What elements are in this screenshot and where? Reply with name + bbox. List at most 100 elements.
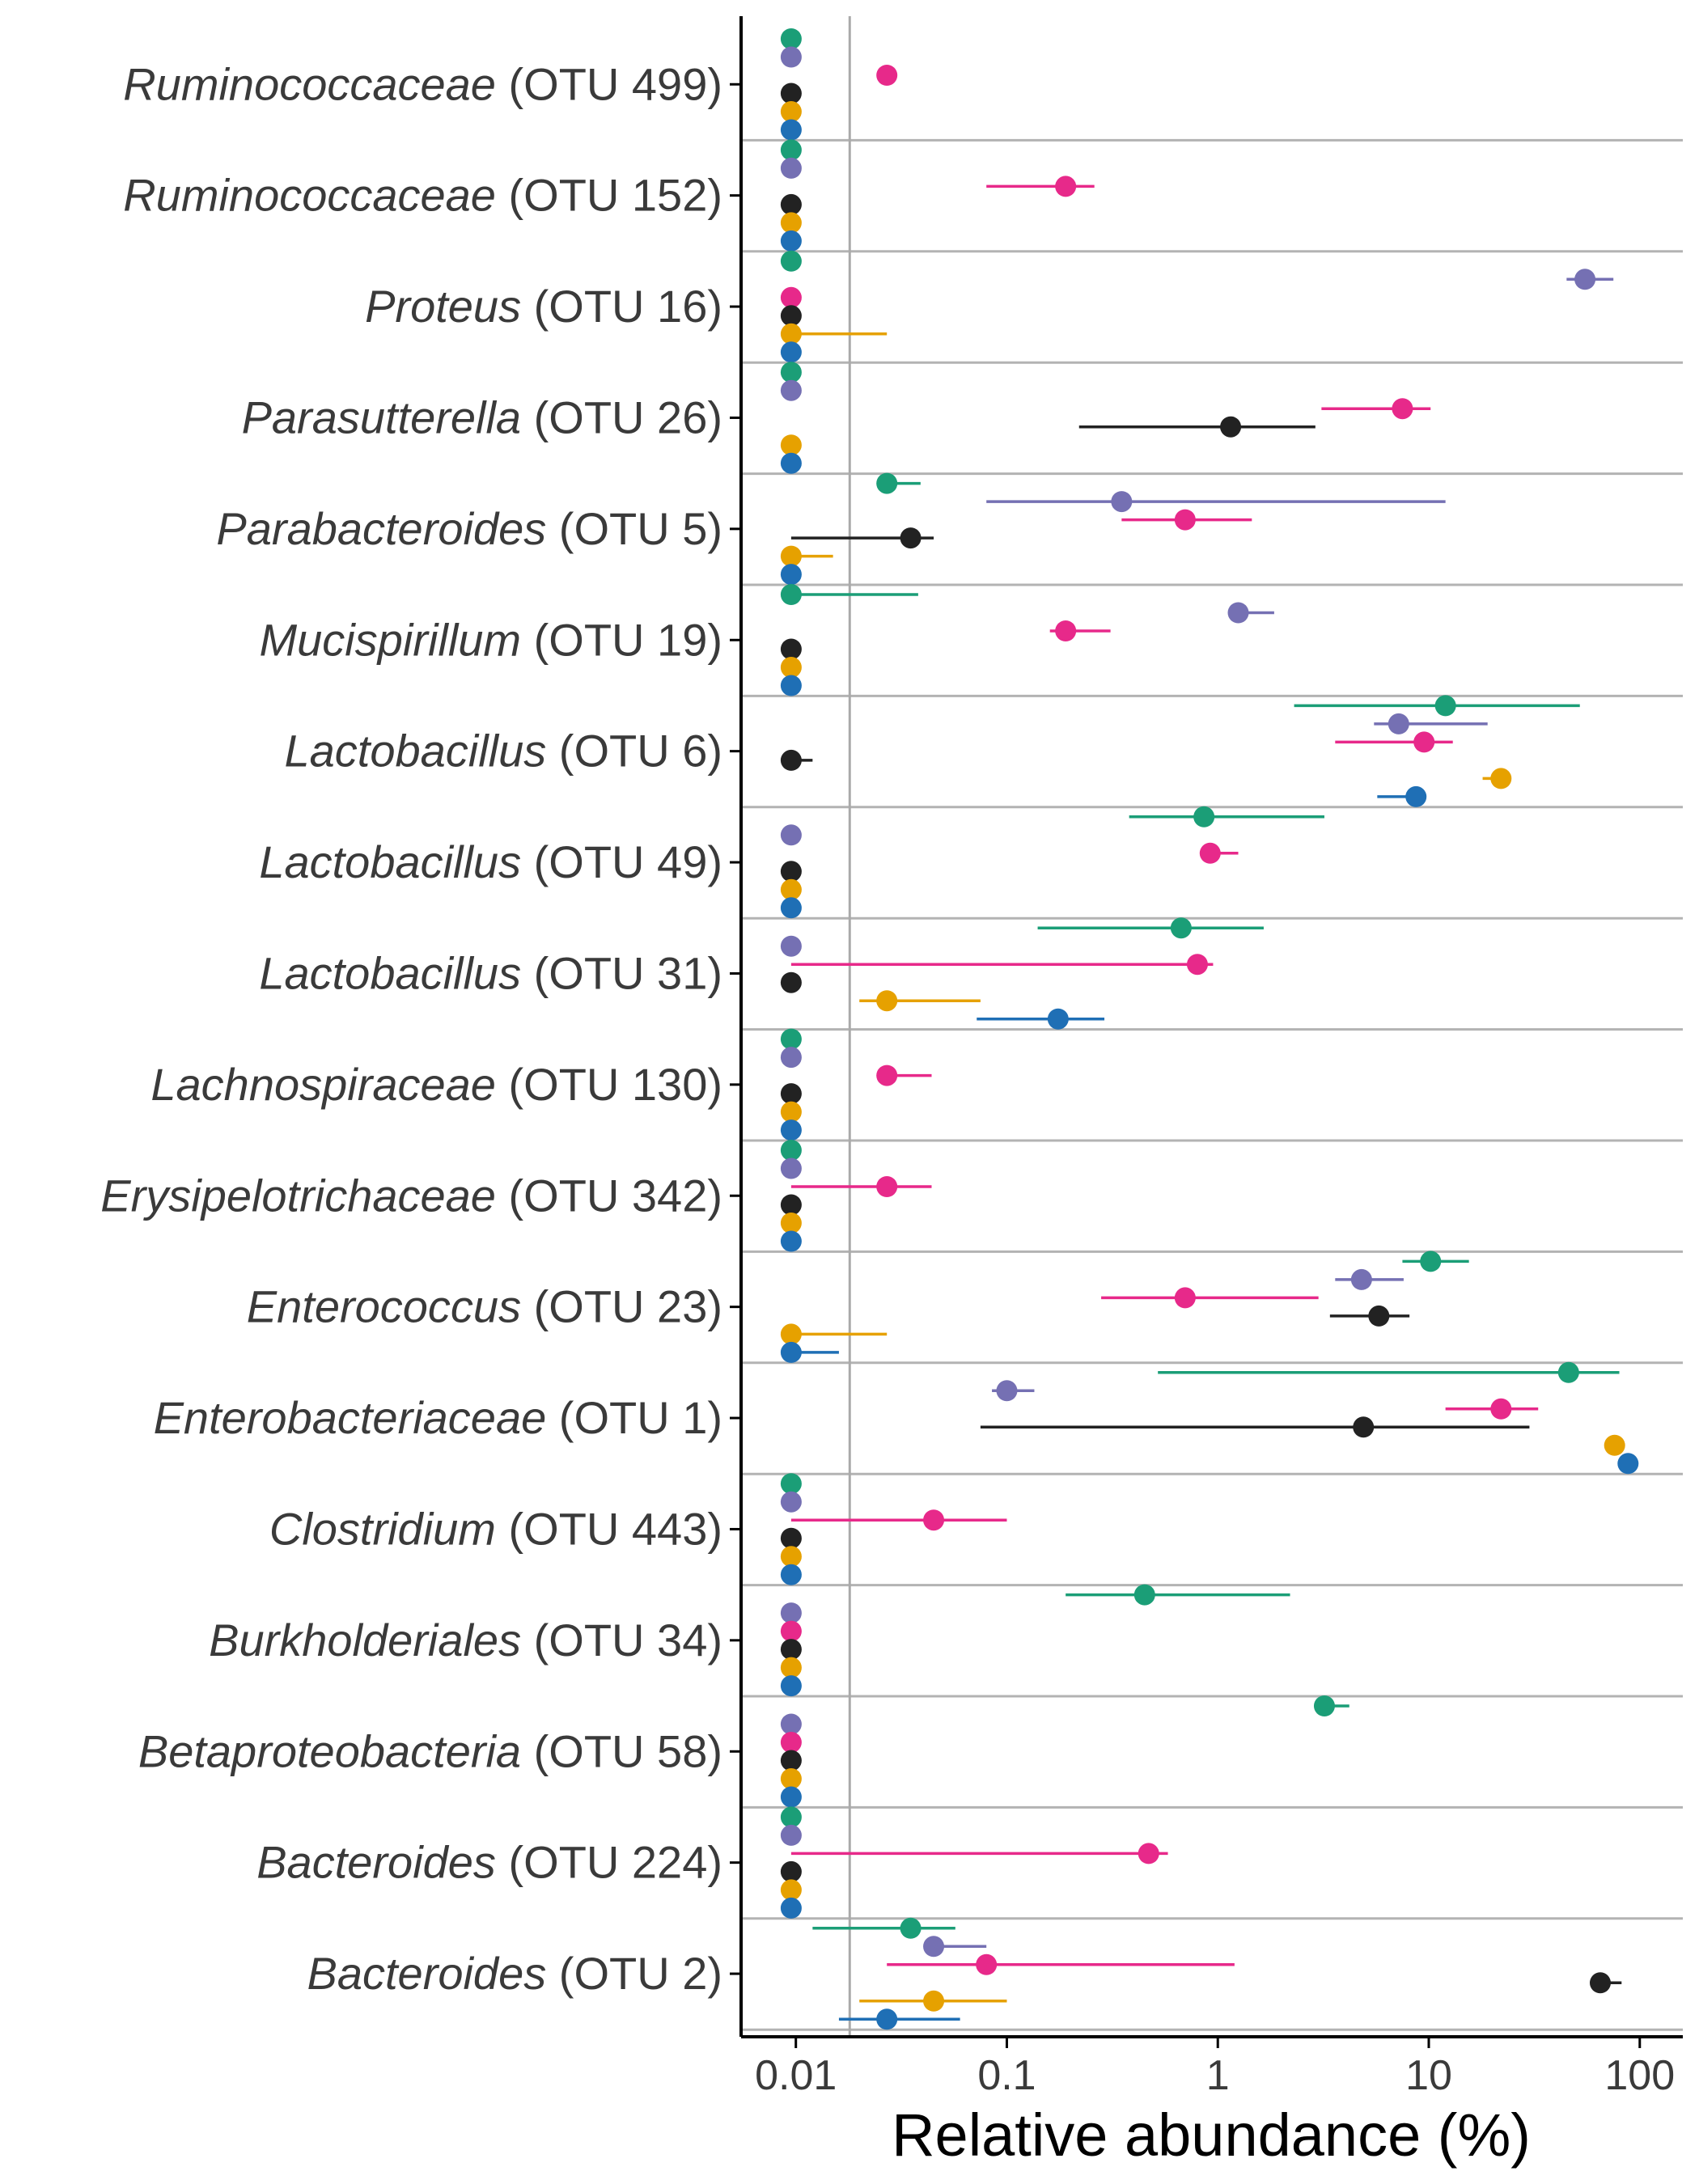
data-point: [780, 1230, 802, 1252]
data-point: [1055, 620, 1077, 641]
otu-label: Enterococcus (OTU 23): [247, 1281, 722, 1332]
data-point: [780, 638, 802, 660]
data-point: [780, 101, 802, 122]
otu-genus: Clostridium: [269, 1503, 496, 1554]
otu-id: (OTU 443): [496, 1503, 722, 1554]
data-point: [780, 1047, 802, 1069]
x-tick-label: 100: [1604, 2052, 1675, 2099]
otu-genus: Lactobacillus: [259, 947, 521, 998]
otu-genus: Lactobacillus: [259, 836, 521, 887]
data-point: [780, 971, 802, 993]
data-point: [780, 1083, 802, 1105]
data-point: [780, 230, 802, 252]
data-point: [1574, 269, 1596, 290]
data-point: [780, 1620, 802, 1642]
data-point: [780, 897, 802, 919]
data-point: [780, 1473, 802, 1495]
data-point: [780, 119, 802, 141]
otu-genus: Mucispirillum: [259, 614, 521, 665]
otu-genus: Bacteroides: [256, 1837, 496, 1888]
otu-label: Ruminococcaceae (OTU 152): [123, 170, 722, 221]
otu-id: (OTU 499): [496, 58, 722, 109]
otu-id: (OTU 31): [521, 947, 722, 998]
otu-genus: Lactobacillus: [284, 726, 546, 777]
x-tick-label: 10: [1405, 2052, 1452, 2099]
otu-genus: Parabacteroides: [216, 503, 546, 554]
otu-id: (OTU 49): [521, 836, 722, 887]
otu-label: Betaproteobacteria (OTU 58): [138, 1725, 722, 1776]
otu-label: Proteus (OTU 16): [365, 281, 722, 332]
data-point: [1353, 1416, 1375, 1438]
otu-genus: Erysipelotrichaceae: [100, 1170, 496, 1221]
otu-id: (OTU 26): [521, 392, 722, 442]
data-point: [876, 1176, 898, 1197]
data-point: [780, 1732, 802, 1753]
data-point: [876, 2008, 898, 2030]
row-separators: [741, 138, 1683, 2031]
data-point: [1413, 731, 1435, 753]
otu-id: (OTU 342): [496, 1170, 722, 1221]
data-point: [780, 212, 802, 234]
data-point: [1111, 491, 1133, 513]
data-point: [780, 28, 802, 49]
data-point: [780, 83, 802, 104]
data-points: [780, 28, 1639, 2030]
data-point: [780, 1546, 802, 1568]
data-point: [780, 1675, 802, 1697]
data-point: [780, 1158, 802, 1179]
otu-genus: Ruminococcaceae: [123, 58, 496, 109]
x-tick-label: 0.01: [755, 2052, 837, 2099]
data-point: [780, 1897, 802, 1919]
data-point: [780, 157, 802, 179]
data-point: [780, 1713, 802, 1735]
data-point: [1193, 806, 1215, 827]
otu-label: Bacteroides (OTU 224): [256, 1837, 722, 1888]
otu-labels: Ruminococcaceae (OTU 499)Ruminococcaceae…: [100, 58, 722, 1999]
data-point: [1170, 917, 1192, 939]
data-point: [1405, 785, 1427, 807]
data-point: [900, 1917, 922, 1939]
data-point: [780, 1194, 802, 1216]
data-point: [996, 1380, 1018, 1402]
data-point: [780, 1750, 802, 1771]
data-point: [1199, 842, 1221, 864]
data-point: [1055, 176, 1077, 197]
data-point: [780, 878, 802, 900]
x-axis-title: Relative abundance (%): [892, 2101, 1531, 2169]
otu-id: (OTU 16): [521, 281, 722, 332]
data-point: [780, 1028, 802, 1050]
otu-label: Lactobacillus (OTU 49): [259, 836, 722, 887]
otu-label: Burkholderiales (OTU 34): [209, 1615, 722, 1666]
data-point: [1604, 1434, 1625, 1456]
otu-label: Parabacteroides (OTU 5): [216, 503, 722, 554]
otu-label: Ruminococcaceae (OTU 499): [123, 58, 722, 109]
otu-label: Clostridium (OTU 443): [269, 1503, 722, 1554]
data-point: [780, 657, 802, 678]
data-point: [876, 1064, 898, 1086]
data-point: [1368, 1305, 1390, 1327]
data-point: [780, 545, 802, 567]
otu-label: Enterobacteriaceae (OTU 1): [154, 1392, 722, 1443]
data-point: [780, 1639, 802, 1661]
data-point: [1133, 1584, 1155, 1606]
data-point: [780, 193, 802, 215]
otu-label: Lactobacillus (OTU 31): [259, 947, 722, 998]
data-point: [780, 1657, 802, 1678]
data-point: [780, 250, 802, 272]
data-point: [923, 1936, 945, 1958]
data-point: [1392, 398, 1413, 420]
data-point: [1186, 954, 1208, 976]
data-point: [780, 1140, 802, 1161]
otu-genus: Lachnospiraceae: [150, 1059, 496, 1110]
data-point: [876, 472, 898, 494]
axes: 0.01 0.1 1 10 100: [730, 16, 1683, 2099]
data-point: [1220, 416, 1242, 438]
data-point: [780, 1824, 802, 1846]
data-point: [1388, 713, 1409, 734]
data-point: [780, 452, 802, 474]
data-point: [780, 1806, 802, 1828]
data-point: [1227, 602, 1249, 624]
data-point: [780, 824, 802, 846]
otu-id: (OTU 130): [496, 1059, 722, 1110]
